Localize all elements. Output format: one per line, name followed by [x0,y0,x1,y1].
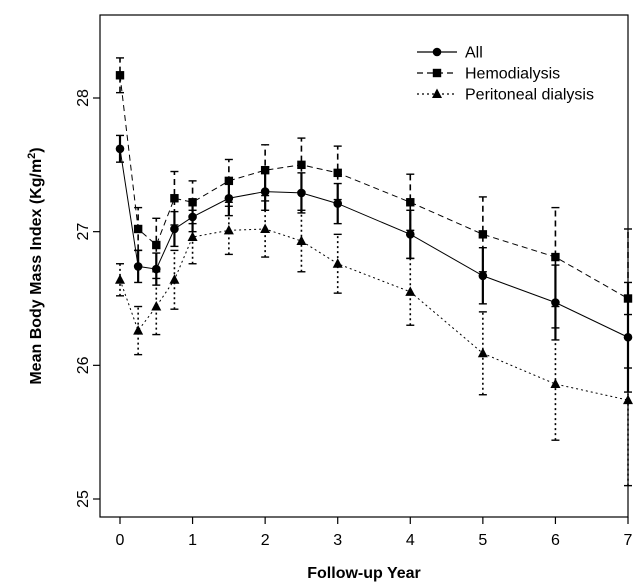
peritoneal-dialysis-point [332,258,343,268]
all-point [170,224,179,234]
hemodialysis-point [170,194,179,203]
hemodialysis-point [297,160,306,170]
x-axis: 0 1 2 3 4 5 6 7 [116,517,633,549]
all-point [224,193,234,203]
peritoneal-dialysis-point [169,274,180,284]
peritoneal-dialysis-point [115,274,125,284]
y-tick-label: 26 [75,356,92,374]
all-point [188,212,197,222]
y-tick-label: 28 [75,89,92,107]
legend-marker-peritoneal-dialysis [432,88,442,98]
legend-marker-hemodialysis [432,68,442,78]
series-lines [119,75,629,401]
x-tick-label: 7 [624,532,633,549]
y-axis: 25 26 27 28 [75,89,100,508]
all-point [133,262,143,271]
hemodialysis-point [115,71,125,80]
all-point [151,264,161,274]
all-point [260,187,270,196]
error-bars [116,57,632,487]
peritoneal-dialysis-point [405,286,416,296]
hemodialysis-point [551,252,560,262]
legend: All Hemodialysis Peritoneal dialysis [417,45,594,104]
y-axis-title-sup: 2 [26,153,38,159]
all-point [478,271,488,281]
legend-label-peritoneal-dialysis: Peritoneal dialysis [465,87,594,104]
y-axis-title-main: Mean Body Mass Index (Kg/m [28,159,45,385]
hemodialysis-point [623,294,633,303]
peritoneal-dialysis-point [260,223,271,233]
peritoneal-dialysis-point [223,224,234,235]
hemodialysis-point [478,230,488,239]
hemodialysis-point [333,168,342,178]
peritoneal-dialysis-point [477,347,488,358]
all-point [405,230,415,239]
all-point [551,298,560,307]
x-tick-label: 4 [406,532,415,549]
all-series-line [119,148,629,338]
peritoneal-dialysis-point [133,325,144,335]
hemodialysis-point [133,224,143,234]
x-tick-label: 5 [478,532,487,549]
all-point [623,332,633,342]
y-axis-title: Mean Body Mass Index (Kg/m2) [26,147,45,384]
peritoneal-dialysis-point [296,235,307,246]
x-tick-label: 6 [551,532,560,549]
hemodialysis-point [224,176,234,186]
x-tick-label: 2 [261,532,270,549]
hemodialysis-point [152,240,161,250]
y-tick-label: 25 [75,490,92,508]
x-tick-label: 1 [188,532,197,549]
peritoneal-dialysis-point [151,301,162,311]
legend-label-hemodialysis: Hemodialysis [465,66,560,83]
x-tick-label: 0 [116,532,125,549]
peritoneal-dialysis-point [623,394,633,405]
peritoneal-dialysis-point [187,231,198,242]
hemodialysis-point [406,198,415,207]
peritoneal-dialysis-point [550,378,561,389]
x-axis-title: Follow-up Year [307,565,421,582]
hemodialysis-point [188,198,197,207]
all-point [297,188,306,198]
hemodialysis-point [260,165,270,175]
all-point [333,199,343,208]
x-tick-label: 3 [333,532,342,549]
series-markers [115,71,633,405]
all-point [115,144,125,154]
y-axis-title-close: ) [28,147,45,152]
y-tick-label: 27 [75,223,92,241]
legend-marker-all [432,47,442,57]
legend-label-all: All [465,45,483,62]
